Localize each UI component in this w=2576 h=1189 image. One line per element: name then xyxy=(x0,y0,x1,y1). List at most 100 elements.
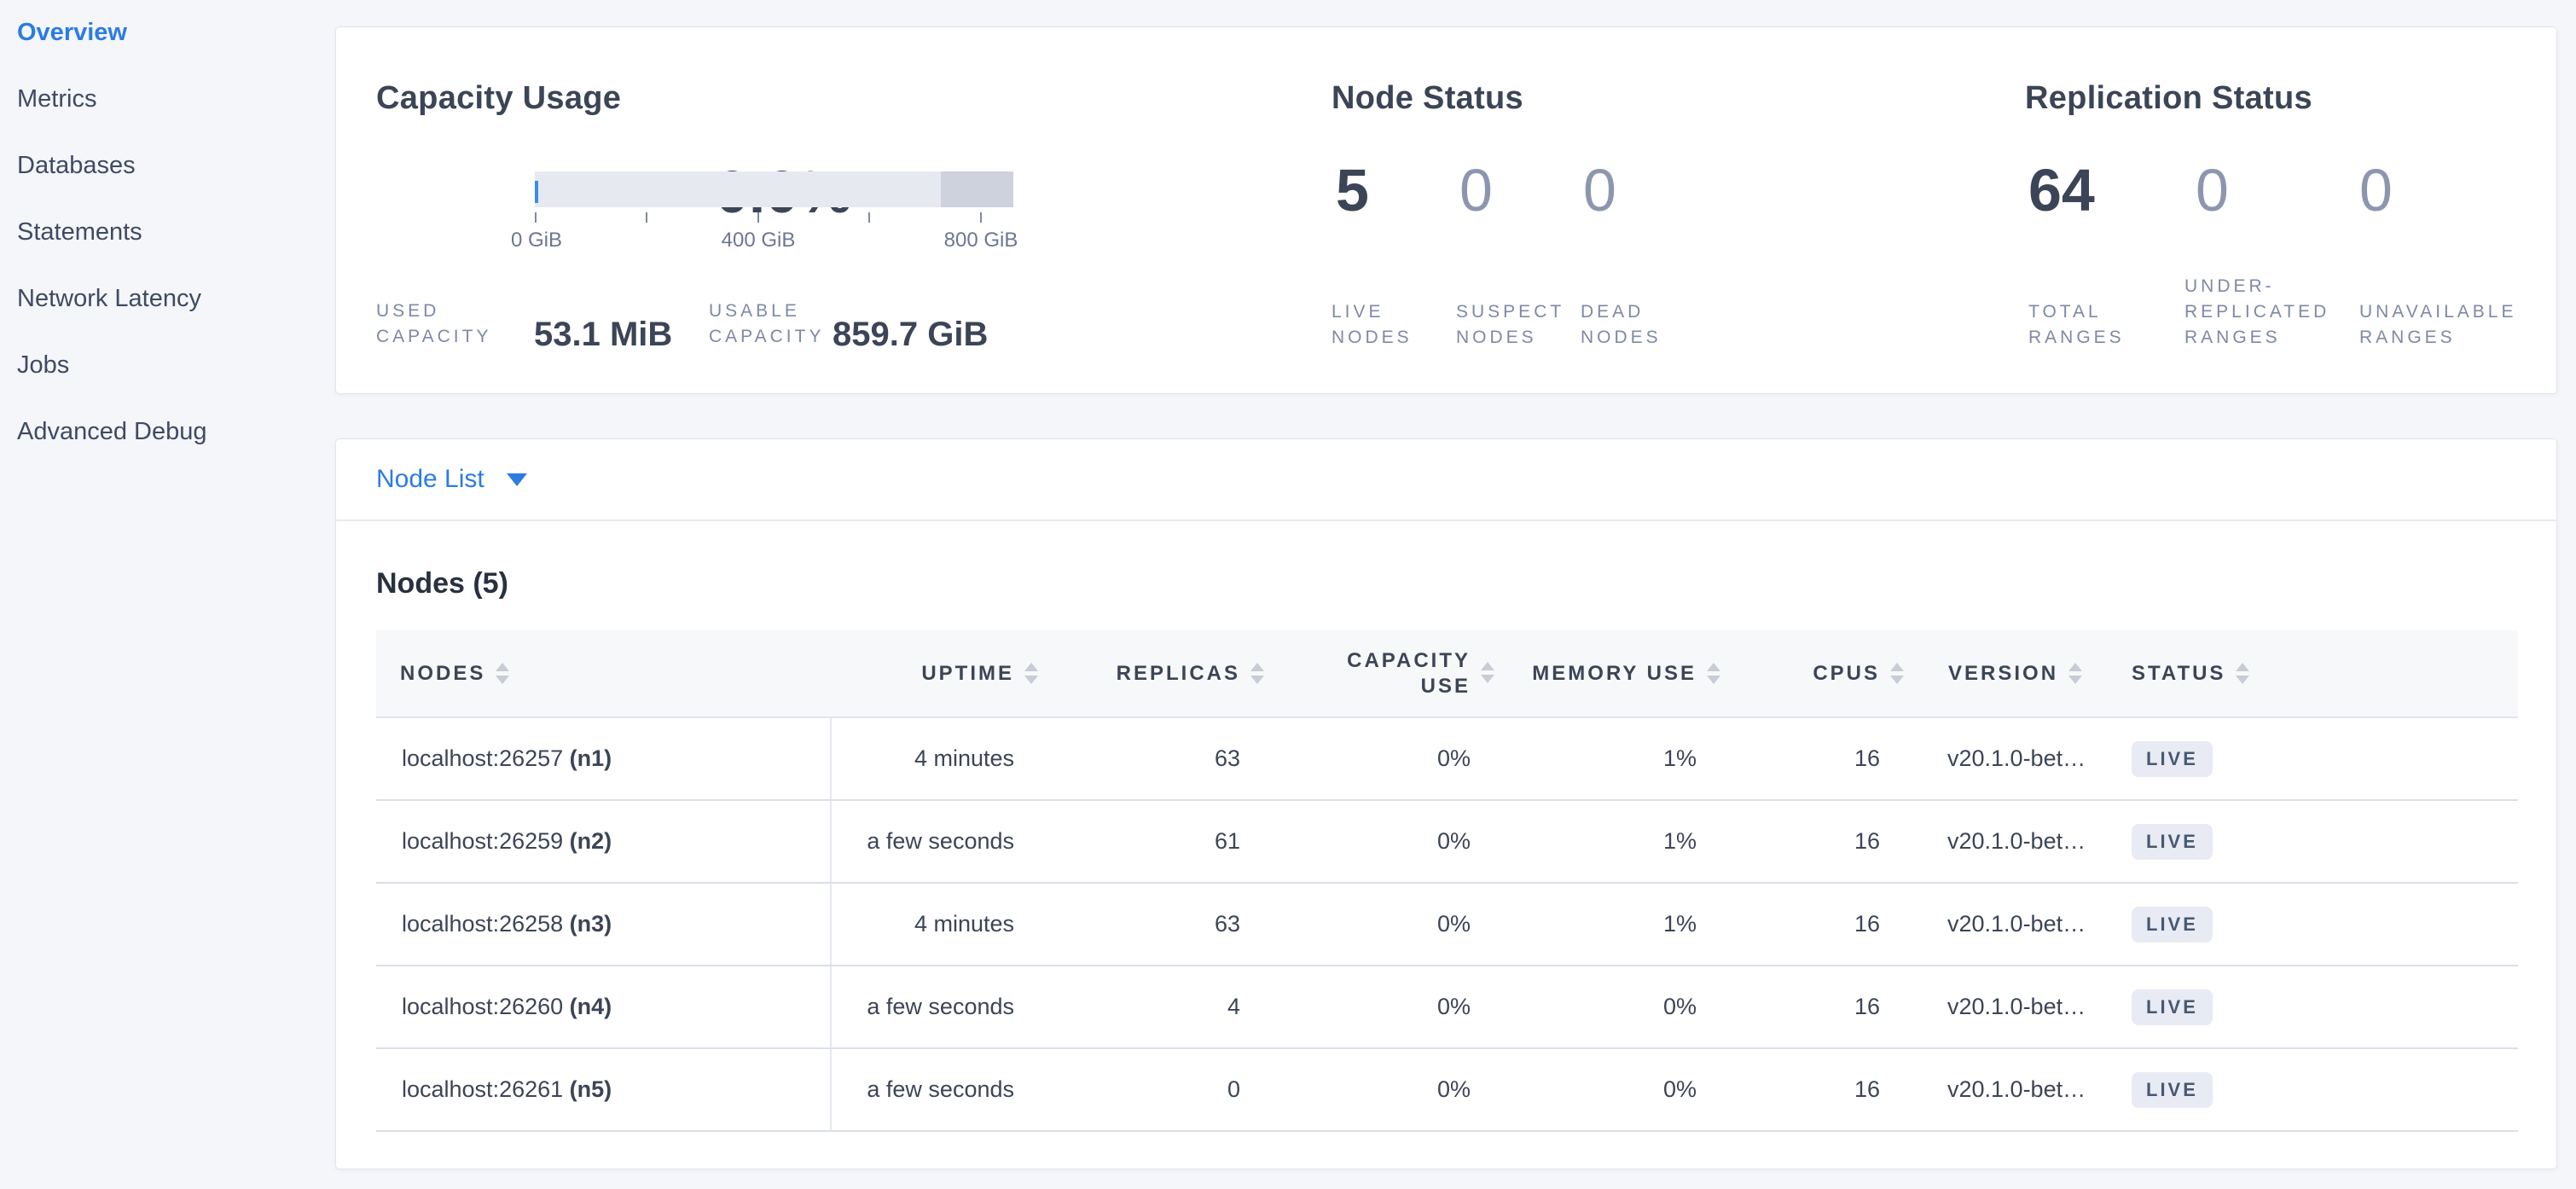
cluster-summary-card: Capacity Usage 0.0% 0 GiB 400 GiB 800 Gi… xyxy=(335,26,2557,394)
gauge-used-marker xyxy=(535,181,538,203)
status-badge: LIVE xyxy=(2132,740,2213,777)
column-header-version[interactable]: VERSION xyxy=(1924,630,2108,718)
column-header-uptime[interactable]: UPTIME xyxy=(831,630,1059,718)
sort-icon xyxy=(1890,663,1904,684)
sidebar-item-statements[interactable]: Statements xyxy=(17,218,142,246)
sidebar-item-databases[interactable]: Databases xyxy=(17,151,136,179)
node-status-value-dead-nodes: 0 xyxy=(1583,157,1616,223)
sidebar-item-advanced-debug[interactable]: Advanced Debug xyxy=(17,417,207,445)
cell-capacity-use: 0% xyxy=(1285,800,1515,884)
cell-status: LIVE xyxy=(2108,883,2518,966)
sort-icon xyxy=(2068,663,2083,684)
replication-value-unavailable-ranges: 0 xyxy=(2359,157,2393,223)
column-header-label: STATUS xyxy=(2132,661,2226,685)
column-header-cpus[interactable]: CPUS xyxy=(1741,630,1924,718)
node-list-dropdown-label: Node List xyxy=(376,465,484,493)
sort-down-arrow-icon xyxy=(496,676,510,684)
sort-down-arrow-icon xyxy=(1890,676,1904,684)
gauge-tick xyxy=(757,212,759,223)
column-header-label: CAPACITY USE xyxy=(1347,648,1471,698)
capacity-stat-label: USED CAPACITY xyxy=(376,301,492,346)
node-status-title: Node Status xyxy=(1332,80,1523,116)
status-badge: LIVE xyxy=(2132,989,2213,1025)
status-badge: LIVE xyxy=(2132,906,2213,942)
cell-node-name: localhost:26259 (n2) xyxy=(376,800,832,884)
sidebar-item-network-latency[interactable]: Network Latency xyxy=(17,284,201,312)
cell-node-name: localhost:26258 (n3) xyxy=(376,883,832,966)
cell-cpus: 16 xyxy=(1741,800,1924,884)
cell-replicas: 61 xyxy=(1059,800,1285,884)
node-list-dropdown[interactable]: Node List xyxy=(376,465,527,494)
cell-uptime: a few seconds xyxy=(831,800,1059,884)
table-row-n1: localhost:26257 (n1) 4 minutes 63 0% 1% 16 v20… xyxy=(376,717,2518,801)
node-id: (n4) xyxy=(569,994,612,1019)
cell-version: v20.1.0-bet… xyxy=(1924,717,2108,801)
sort-up-arrow-icon xyxy=(1707,663,1720,671)
node-status-value-suspect-nodes: 0 xyxy=(1459,157,1493,223)
cell-memory-use: 1% xyxy=(1515,883,1741,966)
sort-up-arrow-icon xyxy=(1024,663,1038,671)
sidebar-item-jobs[interactable]: Jobs xyxy=(17,351,70,379)
cell-status: LIVE xyxy=(2108,1048,2518,1132)
column-header-nodes[interactable]: NODES xyxy=(376,630,831,718)
gauge-tick-label: 0 GiB xyxy=(510,229,563,252)
cell-version: v20.1.0-bet… xyxy=(1924,966,2108,1049)
view-selector-row: Node List xyxy=(336,439,2556,521)
capacity-stat-value: 53.1 MiB xyxy=(534,316,673,353)
cell-version: v20.1.0-bet… xyxy=(1924,883,2108,966)
gauge-track xyxy=(535,171,1013,207)
column-header-replicas[interactable]: REPLICAS xyxy=(1059,630,1285,718)
capacity-gauge: 0 GiB 400 GiB 800 GiB xyxy=(511,171,1018,282)
sort-down-arrow-icon xyxy=(2236,676,2250,684)
cell-version: v20.1.0-bet… xyxy=(1924,1048,2108,1132)
sort-icon xyxy=(496,663,510,684)
cell-memory-use: 0% xyxy=(1515,966,1741,1049)
cell-status: LIVE xyxy=(2108,717,2518,801)
node-id: (n2) xyxy=(569,828,612,854)
cell-capacity-use: 0% xyxy=(1285,1048,1515,1132)
replication-label: TOTAL RANGES xyxy=(2028,302,2125,347)
gauge-tick xyxy=(535,212,537,223)
replication-label: UNDER- REPLICATED RANGES xyxy=(2184,276,2330,347)
column-header-label: UPTIME xyxy=(921,661,1014,685)
sidebar-item-overview[interactable]: Overview xyxy=(17,18,127,46)
cell-uptime: a few seconds xyxy=(831,1048,1059,1132)
sort-icon xyxy=(1481,661,1494,683)
node-id: (n3) xyxy=(569,911,612,937)
sidebar-item-metrics[interactable]: Metrics xyxy=(17,84,97,113)
gauge-tick xyxy=(646,212,647,223)
sort-icon xyxy=(1024,663,1038,684)
capacity-usage-title: Capacity Usage xyxy=(376,80,622,116)
nodes-table-header-row: NODES UPTIME REPLICAS CAPACITY USE MEMORY US… xyxy=(376,630,2518,718)
column-header-inner: UPTIME xyxy=(831,662,1059,686)
sort-up-arrow-icon xyxy=(1481,661,1494,670)
gauge-tick-label: 800 GiB xyxy=(943,229,1018,252)
gauge-dark-band xyxy=(941,171,1013,207)
sidebar-nav: Overview Metrics Databases Statements Networ… xyxy=(0,0,328,466)
column-header-label: NODES xyxy=(400,661,486,685)
column-header-label: VERSION xyxy=(1948,661,2059,685)
column-header-inner: STATUS xyxy=(2108,662,2518,686)
sort-icon xyxy=(1250,663,1264,684)
column-header-memory-use[interactable]: MEMORY USE xyxy=(1515,630,1741,718)
cell-cpus: 16 xyxy=(1741,717,1924,801)
cell-replicas: 0 xyxy=(1059,1048,1285,1132)
nodes-table: NODES UPTIME REPLICAS CAPACITY USE MEMORY US… xyxy=(376,630,2518,1132)
column-header-capacity-use[interactable]: CAPACITY USE xyxy=(1285,630,1515,718)
capacity-stat-value: 859.7 GiB xyxy=(833,316,989,353)
column-header-inner: VERSION xyxy=(1924,662,2108,686)
column-header-label: CPUS xyxy=(1813,661,1880,685)
cell-capacity-use: 0% xyxy=(1285,966,1515,1049)
sidebar: Overview Metrics Databases Statements Networ… xyxy=(0,0,328,1189)
cell-replicas: 4 xyxy=(1059,966,1285,1049)
chevron-down-icon xyxy=(506,473,527,486)
sort-down-arrow-icon xyxy=(2068,676,2083,684)
cell-node-name: localhost:26260 (n4) xyxy=(376,966,832,1049)
column-header-status[interactable]: STATUS xyxy=(2108,630,2518,718)
node-status-value-live-nodes: 5 xyxy=(1336,157,1369,223)
sort-up-arrow-icon xyxy=(1250,663,1264,671)
sort-down-arrow-icon xyxy=(1707,676,1720,684)
sort-up-arrow-icon xyxy=(496,663,510,671)
column-header-inner: MEMORY USE xyxy=(1515,662,1741,686)
column-header-label: MEMORY USE xyxy=(1532,661,1697,685)
